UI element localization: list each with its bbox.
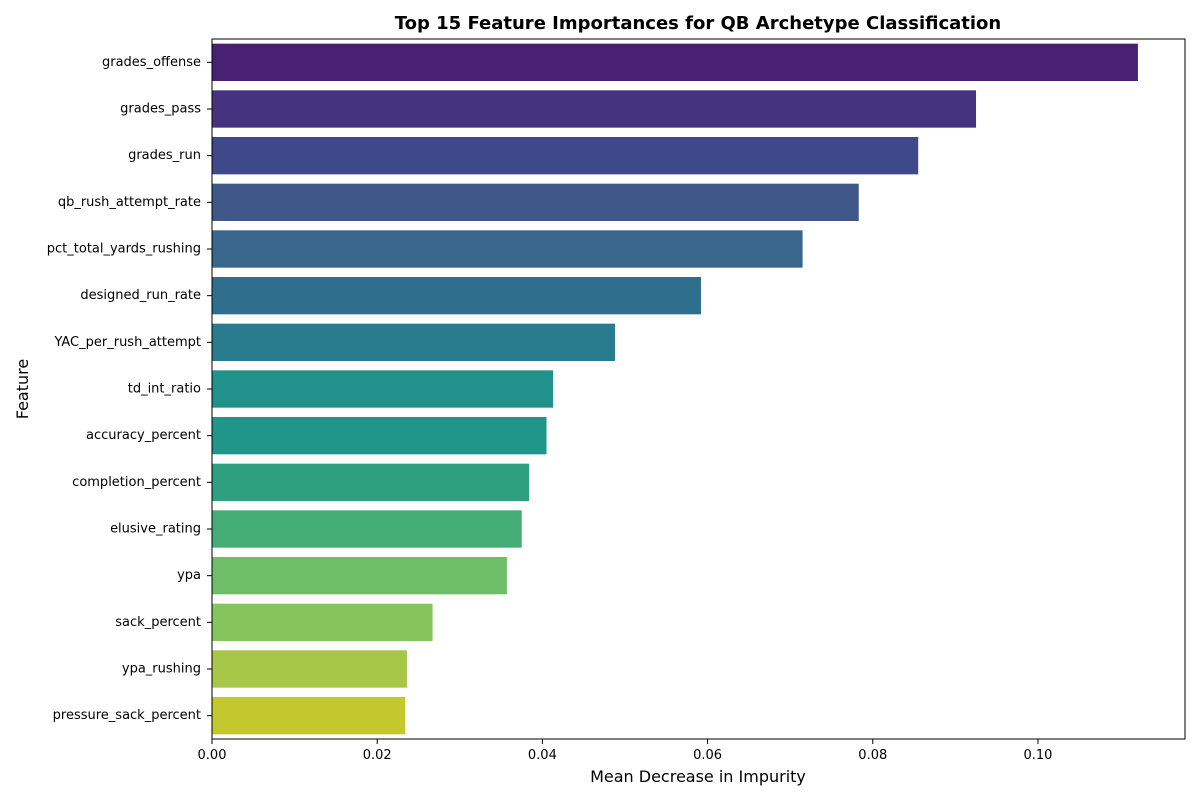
y-tick-label: td_int_ratio [128, 382, 201, 397]
y-tick-label: sack_percent [115, 615, 201, 630]
y-tick-label: pct_total_yards_rushing [47, 242, 201, 257]
y-tick-label: designed_run_rate [80, 288, 201, 303]
bar-accuracy_percent [212, 417, 547, 455]
bar-qb_rush_attempt_rate [212, 183, 859, 221]
x-tick-label: 0.04 [528, 748, 557, 763]
bar-ypa [212, 557, 507, 595]
bar-elusive_rating [212, 510, 522, 548]
bar-pressure_sack_percent [212, 697, 406, 735]
y-tick-label: completion_percent [72, 475, 201, 490]
x-axis-label: Mean Decrease in Impurity [590, 767, 806, 786]
y-tick-label: grades_pass [120, 102, 201, 117]
x-tick-label: 0.06 [693, 748, 722, 763]
y-tick-label: qb_rush_attempt_rate [58, 195, 201, 210]
x-tick-label: 0.00 [198, 748, 227, 763]
y-tick-label: elusive_rating [110, 522, 201, 537]
chart-title: Top 15 Feature Importances for QB Archet… [395, 13, 1001, 34]
y-tick-label: ypa [177, 568, 201, 583]
y-tick-label: YAC_per_rush_attempt [53, 335, 201, 350]
bar-grades_offense [212, 43, 1138, 81]
x-axis-ticks: 0.00 0.02 0.04 0.06 0.08 0.10 [198, 739, 1052, 763]
y-tick-label: ypa_rushing [122, 662, 201, 677]
bar-YAC_per_rush_attempt [212, 323, 616, 361]
y-axis-label: Feature [13, 359, 32, 419]
plot-frame [211, 38, 1186, 740]
x-tick-label: 0.02 [363, 748, 392, 763]
y-tick-label: accuracy_percent [86, 428, 201, 443]
y-axis-ticks: grades_offense grades_pass grades_run qb_ru… [47, 55, 212, 723]
bar-grades_run [212, 137, 919, 175]
bars-group [212, 43, 1138, 735]
y-tick-label: grades_offense [102, 55, 201, 70]
y-tick-label: pressure_sack_percent [53, 708, 201, 723]
bar-designed_run_rate [212, 277, 701, 315]
bar-completion_percent [212, 463, 530, 501]
bar-td_int_ratio [212, 370, 554, 408]
bar-pct_total_yards_rushing [212, 230, 803, 268]
bar-grades_pass [212, 90, 977, 128]
y-tick-label: grades_run [128, 148, 201, 163]
bar-ypa_rushing [212, 650, 407, 688]
x-tick-label: 0.08 [858, 748, 887, 763]
x-tick-label: 0.10 [1023, 748, 1052, 763]
bar-sack_percent [212, 603, 433, 641]
